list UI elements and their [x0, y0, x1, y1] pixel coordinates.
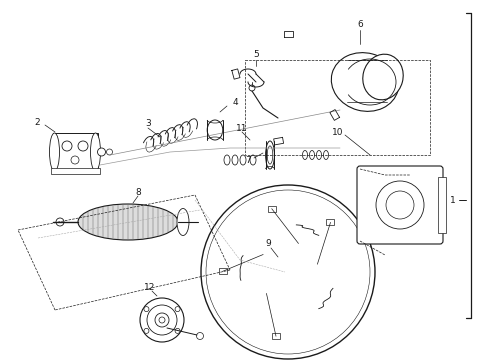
Bar [438, 177, 446, 233]
Circle shape [206, 190, 370, 354]
Bar [52, 133, 98, 171]
Circle shape [144, 307, 149, 312]
Circle shape [249, 85, 255, 91]
Ellipse shape [78, 204, 178, 240]
Ellipse shape [177, 208, 189, 235]
Circle shape [147, 305, 177, 335]
Text: 11: 11 [236, 123, 248, 132]
Text: 4: 4 [232, 98, 238, 107]
Circle shape [78, 141, 88, 151]
Circle shape [98, 148, 105, 156]
Text: 1: 1 [450, 195, 456, 204]
Text: 3: 3 [145, 118, 151, 127]
Circle shape [196, 333, 203, 339]
Circle shape [144, 328, 149, 333]
Text: 8: 8 [135, 188, 141, 197]
Bar [50, 168, 99, 174]
Circle shape [175, 328, 180, 333]
Bar [326, 220, 335, 225]
Ellipse shape [302, 150, 308, 159]
Ellipse shape [267, 146, 273, 164]
Ellipse shape [240, 155, 246, 165]
Circle shape [155, 313, 169, 327]
Ellipse shape [232, 155, 238, 165]
Ellipse shape [91, 133, 100, 171]
FancyBboxPatch shape [357, 166, 443, 244]
Circle shape [71, 156, 79, 164]
Text: 7: 7 [245, 156, 251, 165]
Ellipse shape [317, 150, 321, 159]
Circle shape [140, 298, 184, 342]
Bar [219, 268, 227, 274]
Text: 12: 12 [145, 283, 156, 292]
Circle shape [201, 185, 375, 359]
Circle shape [175, 307, 180, 312]
Ellipse shape [363, 54, 403, 100]
Ellipse shape [207, 120, 223, 140]
Text: 2: 2 [34, 117, 40, 126]
Ellipse shape [323, 150, 328, 159]
Bar [268, 206, 276, 212]
Circle shape [159, 317, 165, 323]
Circle shape [376, 181, 424, 229]
Circle shape [62, 141, 72, 151]
Bar [272, 333, 280, 339]
Text: 10: 10 [332, 127, 344, 136]
Ellipse shape [310, 150, 315, 159]
Text: 9: 9 [265, 239, 271, 248]
Text: 5: 5 [253, 50, 259, 59]
Text: 6: 6 [357, 19, 363, 28]
Circle shape [386, 191, 414, 219]
Ellipse shape [49, 133, 59, 171]
Ellipse shape [266, 141, 274, 169]
Circle shape [106, 149, 113, 155]
Ellipse shape [331, 53, 399, 111]
Ellipse shape [224, 155, 230, 165]
Ellipse shape [250, 155, 256, 165]
Circle shape [56, 218, 64, 226]
